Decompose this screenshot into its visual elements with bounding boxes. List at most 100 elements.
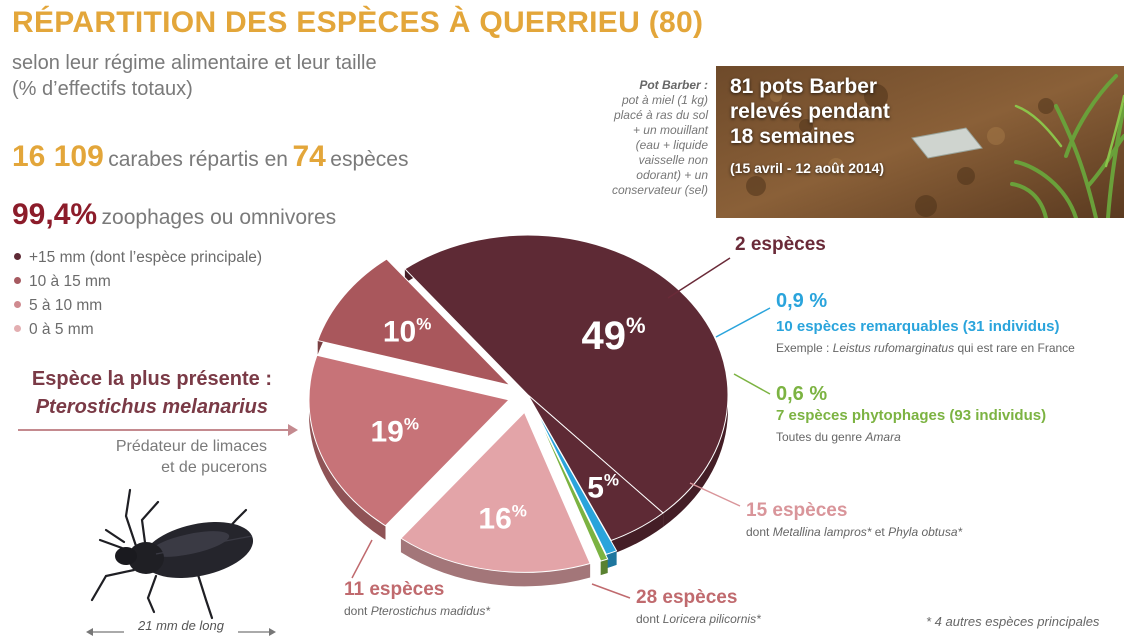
pot-barber-heading: Pot Barber : (639, 78, 708, 92)
annotation-eleven-species: 11 espèces (344, 579, 445, 600)
annotation-text: dont (344, 604, 371, 618)
annotation-text: Toutes du genre (776, 430, 866, 444)
species-text: espèces (330, 148, 409, 171)
annotation-blue-desc: 10 espèces remarquables (31 individus) (776, 318, 1060, 335)
photo-line-2: relevés pendant (730, 100, 890, 123)
predator-text: Prédateur de limaces et de pucerons (60, 436, 267, 478)
arrow-right-icon (288, 424, 298, 436)
annotation-blue-pct: 0,9 % (776, 290, 828, 312)
leader-line (689, 482, 741, 507)
legend-label: 0 à 5 mm (29, 321, 94, 338)
annotation-species: Phyla obtusa* (888, 525, 963, 539)
carabes-stat: 16 109 carabes répartis en 74 espèces (12, 140, 408, 174)
annotation-genus: Amara (865, 430, 901, 444)
pie-slice-label: 10% (383, 315, 432, 349)
pot-barber-line: odorant) + un (636, 168, 708, 182)
field-photo (716, 66, 1124, 218)
beetle-image (90, 488, 254, 620)
annotation-blue-example: Exemple : Leistus rufomarginatus qui est… (776, 341, 1075, 355)
page-title: RÉPARTITION DES ESPÈCES À QUERRIEU (80) (12, 6, 704, 39)
pot-barber-line: + un mouillant (632, 123, 708, 137)
pie-slice-side (611, 513, 664, 555)
pie-slice (308, 354, 510, 527)
annotation-fifteen-detail: dont Metallina lampros* et Phyla obtusa* (746, 525, 962, 539)
zoophage-text: zoophages ou omnivores (101, 206, 337, 229)
photo-dates: (15 avril - 12 août 2014) (730, 160, 885, 176)
leader-line (351, 539, 373, 579)
annotation-eleven-detail: dont Pterostichus madidus* (344, 604, 490, 618)
annotation-text: qui est rare en France (954, 341, 1075, 355)
legend-dot-icon (14, 253, 21, 261)
species-name: Pterostichus melanarius (35, 396, 268, 418)
pie-slice (533, 405, 618, 555)
pie-slice (534, 409, 609, 562)
footnote: * 4 autres espèces principales (926, 614, 1100, 629)
photo-caption: 81 pots Barber relevés pendant 18 semain… (730, 74, 890, 149)
pie-slice (400, 411, 591, 573)
subtitle-line-1: selon leur régime alimentaire et leur ta… (12, 52, 377, 74)
predator-line-2: et de pucerons (161, 459, 267, 476)
legend-label: 10 à 15 mm (29, 273, 111, 290)
legend-dot-icon (14, 301, 21, 309)
annotation-species: Leistus rufomarginatus (832, 341, 955, 355)
pie-slice-label: 16% (478, 502, 527, 536)
pie-slice-side (600, 559, 608, 576)
zoophage-stat: 99,4% zoophages ou omnivores (12, 198, 336, 232)
page-subtitle: selon leur régime alimentaire et leur ta… (12, 50, 377, 102)
legend-dot-icon (14, 277, 21, 285)
carabes-count: 16 109 (12, 140, 104, 173)
leader-line (591, 583, 631, 599)
subtitle-line-2: (% d’effectifs totaux) (12, 78, 193, 100)
annotation-text: dont (636, 612, 663, 626)
species-arrow-line (18, 429, 290, 431)
arrow-left-icon (86, 628, 124, 636)
annotation-text: et (871, 525, 889, 539)
annotation-species: Loricera pilicornis* (662, 612, 761, 626)
arrow-right-icon (238, 628, 276, 636)
pie-slice-label: 5% (587, 471, 619, 505)
leader-line (667, 257, 731, 299)
legend-dot-icon (14, 325, 21, 333)
annotation-twentyeight-detail: dont Loricera pilicornis* (636, 612, 761, 626)
annotation-two-species: 2 espèces (735, 234, 826, 255)
beetle-length: 21 mm de long (138, 618, 224, 633)
pie-slice-label: 49% (581, 313, 645, 358)
pie-slice (404, 234, 729, 514)
annotation-fifteen-species: 15 espèces (746, 500, 848, 521)
pie-slice-side (606, 550, 617, 569)
legend-item: 0 à 5 mm (12, 318, 262, 342)
pie-slice-side (400, 538, 591, 587)
annotation-species: Pterostichus madidus* (370, 604, 491, 618)
leader-line (715, 307, 771, 338)
legend-item: +15 mm (dont l’espèce principale) (12, 246, 262, 270)
annotation-green-pct: 0,6 % (776, 383, 828, 405)
annotation-green-desc: 7 espèces phytophages (93 individus) (776, 407, 1047, 424)
legend-label: +15 mm (dont l’espèce principale) (29, 249, 263, 266)
species-count: 74 (292, 140, 326, 173)
annotation-green-example: Toutes du genre Amara (776, 430, 901, 444)
zoophage-pct: 99,4% (12, 198, 98, 231)
pot-barber-line: conservateur (sel) (611, 183, 708, 197)
photo-line-1: 81 pots Barber (730, 75, 878, 98)
pot-barber-line: (eau + liquide (635, 138, 708, 152)
pie-slice-label: 19% (370, 414, 419, 448)
legend-label: 5 à 10 mm (29, 297, 103, 314)
species-heading: Espèce la plus présente : (31, 368, 272, 390)
pot-barber-line: pot à miel (1 kg) (621, 93, 708, 107)
leader-line (733, 373, 771, 395)
legend-item: 5 à 10 mm (12, 294, 262, 318)
pot-barber-line: vaisselle non (638, 153, 708, 167)
annotation-text: Exemple : (776, 341, 833, 355)
annotation-twentyeight-species: 28 espèces (636, 587, 738, 608)
carabes-text: carabes répartis en (108, 148, 288, 171)
predator-line-1: Prédateur de limaces (115, 438, 267, 455)
annotation-species: Metallina lampros* (772, 525, 872, 539)
legend-item: 10 à 15 mm (12, 270, 262, 294)
size-legend: +15 mm (dont l’espèce principale) 10 à 1… (12, 246, 262, 342)
pot-barber-line: placé à ras du sol (613, 108, 708, 122)
photo-line-3: 18 semaines (730, 125, 855, 148)
pie-slice (317, 258, 512, 387)
pot-barber-description: Pot Barber : pot à miel (1 kg) placé à r… (560, 78, 708, 198)
annotation-text: dont (746, 525, 773, 539)
